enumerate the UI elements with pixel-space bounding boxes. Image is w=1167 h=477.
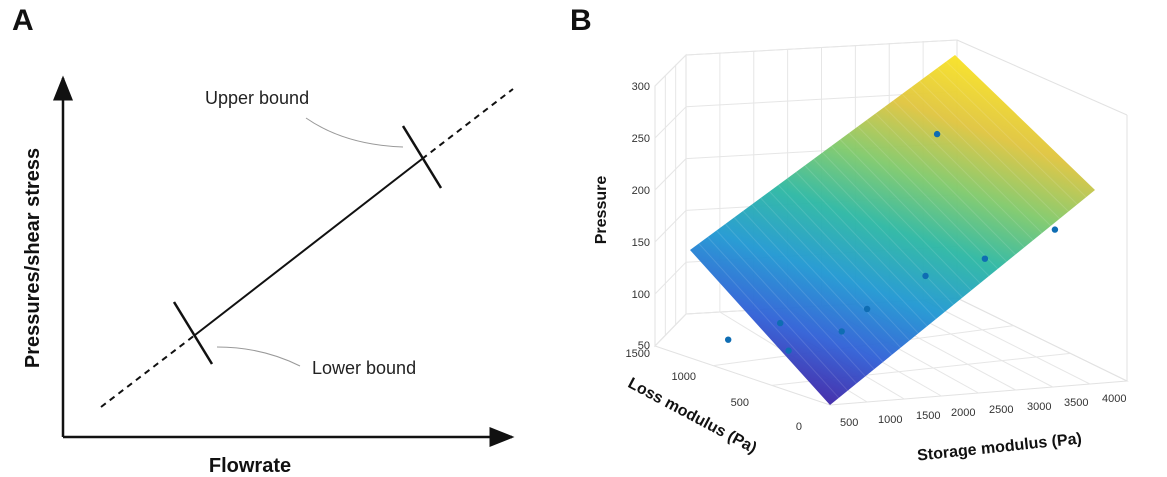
panel-label-b: B bbox=[570, 4, 592, 37]
panel-a-chart: Upper bound Lower bound Flowrate Pressur… bbox=[22, 75, 515, 477]
z-tick-label: 150 bbox=[632, 237, 650, 249]
x-tick-label: 4000 bbox=[1102, 393, 1126, 405]
data-point bbox=[1051, 226, 1059, 233]
z-tick-label: 300 bbox=[632, 81, 650, 93]
y-axis-label: Pressures/shear stress bbox=[22, 148, 44, 368]
data-point bbox=[863, 305, 871, 313]
surface-contour bbox=[742, 210, 884, 363]
surface-contour bbox=[804, 165, 946, 313]
x-tick-label: 2500 bbox=[989, 404, 1013, 416]
surface-contour bbox=[901, 93, 1043, 234]
upper-bound-tick bbox=[401, 125, 443, 189]
z-tick-labels: 50 100 150 200 250 300 bbox=[632, 81, 650, 352]
x-tick-label: 3000 bbox=[1027, 401, 1051, 413]
grid-line bbox=[922, 299, 1091, 385]
y-tick-labels: 0 500 1000 1500 bbox=[626, 348, 802, 433]
panel-label-a: A bbox=[12, 4, 34, 37]
surface-contour bbox=[936, 67, 1078, 205]
data-point bbox=[777, 319, 784, 327]
z-tick-label: 100 bbox=[632, 289, 650, 301]
surface-contour bbox=[813, 158, 955, 306]
surface-contour bbox=[883, 106, 1025, 248]
surface-contour bbox=[945, 61, 1087, 198]
data-points bbox=[725, 130, 1059, 354]
surface-contour bbox=[724, 223, 866, 377]
x-tick-label: 500 bbox=[840, 417, 858, 429]
surface-contour bbox=[822, 152, 963, 298]
surface-contour bbox=[760, 197, 902, 349]
surface-contour bbox=[698, 243, 840, 399]
upper-bound-label: Upper bound bbox=[205, 88, 309, 108]
y-tick-label: 0 bbox=[796, 421, 802, 433]
surface-contour bbox=[866, 119, 1008, 263]
dashed-line-upper bbox=[421, 88, 514, 160]
y-tick-label: 500 bbox=[731, 397, 749, 409]
x-axis-label: Flowrate bbox=[209, 455, 291, 477]
left-back-wall bbox=[654, 53, 687, 348]
grid-line bbox=[654, 313, 687, 347]
surface-contour bbox=[848, 132, 990, 277]
fitted-surface bbox=[690, 55, 1095, 405]
surface-contour bbox=[928, 74, 1069, 212]
grid-line bbox=[654, 210, 687, 243]
surface-contour bbox=[751, 204, 893, 356]
solid-line bbox=[194, 158, 423, 336]
z-tick-label: 250 bbox=[632, 133, 650, 145]
surface-contour bbox=[830, 145, 972, 291]
data-point bbox=[838, 328, 845, 335]
panel-b-chart: 50 100 150 200 250 300 0 500 1000 1500 5… bbox=[593, 39, 1129, 465]
upper-bound-leader-line bbox=[305, 117, 404, 148]
surface-contour bbox=[716, 230, 857, 384]
data-point bbox=[933, 130, 941, 138]
surface-contour bbox=[875, 113, 1016, 255]
surface-contour bbox=[892, 100, 1034, 241]
x-tick-label: 1000 bbox=[878, 414, 902, 426]
z-tick-label: 50 bbox=[638, 340, 650, 352]
lower-bound-leader-line bbox=[216, 346, 301, 367]
surface-contour bbox=[795, 171, 937, 320]
grid-line bbox=[654, 106, 687, 139]
surface-contours bbox=[698, 61, 1087, 399]
z-axis-label: Pressure bbox=[593, 176, 610, 245]
x-tick-label: 1500 bbox=[916, 410, 940, 422]
y-tick-label: 1500 bbox=[626, 348, 650, 360]
x-tick-label: 3500 bbox=[1064, 397, 1088, 409]
surface-contour bbox=[857, 126, 999, 270]
surface-contour bbox=[769, 191, 910, 341]
lower-bound-label: Lower bound bbox=[312, 358, 416, 378]
surface-contour bbox=[707, 236, 849, 392]
surface-contour bbox=[839, 139, 981, 284]
data-point bbox=[785, 347, 792, 354]
dashed-line-lower bbox=[100, 334, 196, 408]
surface-contour bbox=[786, 178, 928, 327]
y-axis-label-3d: Loss modulus (Pa) bbox=[625, 375, 759, 457]
top-right-edge bbox=[956, 39, 1128, 116]
grid-line bbox=[654, 54, 687, 87]
grid-line bbox=[654, 158, 687, 191]
data-point bbox=[981, 255, 989, 262]
data-point bbox=[725, 336, 732, 343]
data-point bbox=[922, 272, 929, 280]
surface-contour bbox=[777, 184, 919, 334]
surface-contour bbox=[910, 87, 1052, 227]
surface-contour bbox=[733, 217, 875, 370]
x-axis-label-3d: Storage modulus (Pa) bbox=[916, 430, 1082, 464]
x-tick-label: 2000 bbox=[951, 407, 975, 419]
z-tick-label: 200 bbox=[632, 185, 650, 197]
grid-line bbox=[654, 261, 687, 295]
surface-contour bbox=[919, 80, 1061, 220]
y-tick-label: 1000 bbox=[672, 371, 696, 383]
lower-bound-tick bbox=[172, 301, 214, 365]
floor-right-edge bbox=[956, 297, 1128, 382]
x-tick-labels: 500 1000 1500 2000 2500 3000 3500 4000 bbox=[840, 393, 1126, 429]
